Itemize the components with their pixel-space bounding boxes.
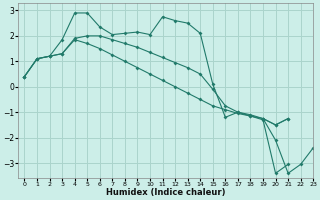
X-axis label: Humidex (Indice chaleur): Humidex (Indice chaleur) [106,188,226,197]
